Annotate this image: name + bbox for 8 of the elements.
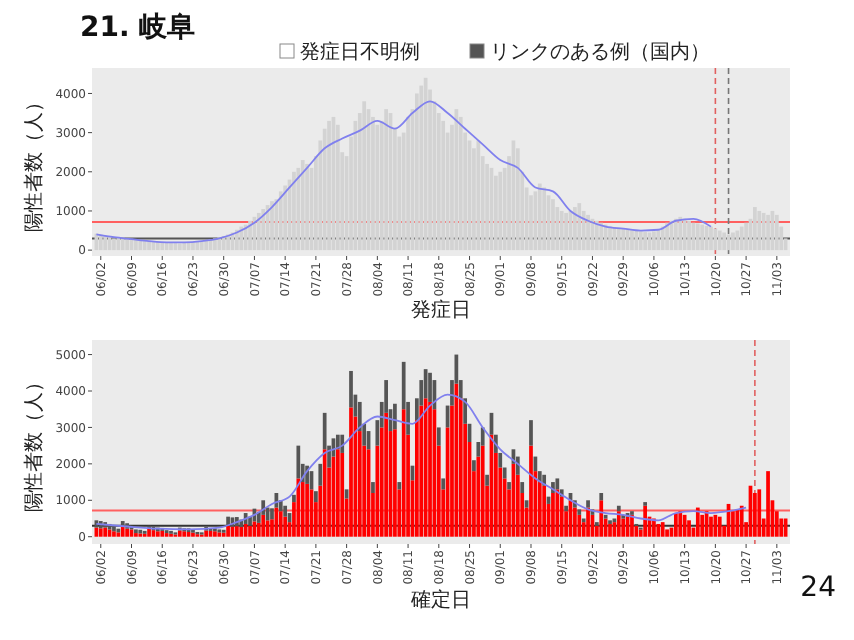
y-axis-title: 陽性者数（人） xyxy=(22,372,46,512)
y-axis-title: 陽性者数（人） xyxy=(22,92,46,232)
text: リンクのある例（国内） xyxy=(490,40,710,64)
x-axis-title: 確定日 xyxy=(409,588,471,612)
text: 発症日不明例 xyxy=(300,40,420,64)
x-axis-title: 発症日 xyxy=(411,298,471,322)
text: 24 xyxy=(800,572,837,604)
chart-title: 21. 岐阜 xyxy=(80,12,196,44)
